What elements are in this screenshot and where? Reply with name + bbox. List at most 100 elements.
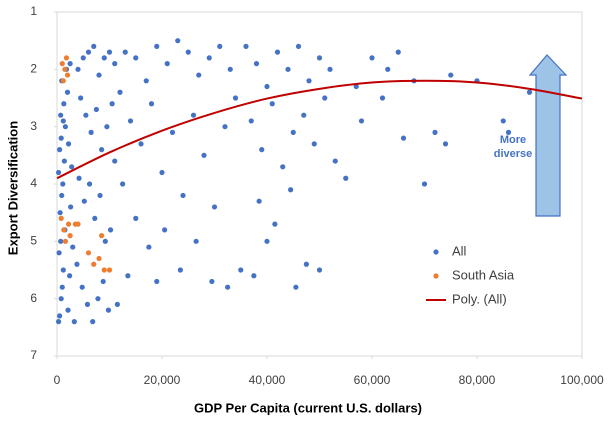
x-tick-label: 60,000 [354, 373, 391, 387]
point [80, 55, 86, 61]
point [154, 278, 160, 285]
point [99, 233, 105, 239]
y-axis-title: Export Diversification [5, 121, 20, 255]
point [61, 227, 67, 233]
point [81, 198, 87, 204]
point [75, 66, 81, 72]
point [120, 181, 126, 187]
point [175, 38, 181, 44]
point [272, 221, 278, 227]
point [253, 61, 260, 67]
point [133, 55, 139, 61]
point [185, 49, 191, 55]
point [400, 135, 407, 141]
y-tick-label: 2 [30, 62, 37, 76]
point [106, 49, 113, 55]
point [322, 95, 328, 101]
point [69, 164, 75, 170]
legend-label: All [452, 243, 467, 258]
point [164, 61, 170, 67]
point [68, 204, 74, 210]
point [303, 261, 309, 267]
x-tick-label: 20,000 [144, 373, 181, 387]
point [88, 129, 94, 135]
x-tick-label: 80,000 [459, 373, 496, 387]
point [146, 244, 152, 250]
point [74, 261, 80, 267]
y-tick-label: 7 [30, 348, 37, 362]
point [62, 238, 68, 244]
point [327, 66, 333, 72]
point [102, 238, 108, 244]
point [93, 106, 99, 113]
point [60, 118, 66, 124]
annotation: More diverse [494, 134, 533, 160]
point [159, 169, 165, 176]
point [85, 49, 92, 55]
point [274, 49, 281, 55]
point [67, 273, 73, 279]
point [196, 72, 202, 78]
point [269, 101, 275, 107]
point [180, 192, 186, 199]
annotation-line: diverse [494, 148, 533, 160]
point [222, 124, 228, 130]
point [101, 55, 107, 61]
point [100, 278, 106, 285]
legend-swatch [433, 249, 439, 255]
point [177, 267, 183, 273]
point [280, 164, 286, 170]
point [71, 319, 77, 325]
point [264, 83, 270, 90]
point [57, 210, 63, 216]
point [395, 49, 401, 55]
point [127, 118, 134, 124]
point [104, 124, 110, 130]
y-tick-label: 3 [30, 119, 37, 133]
point [162, 227, 168, 233]
point [211, 204, 218, 210]
plot-area [56, 11, 583, 357]
point [62, 66, 68, 72]
point [379, 95, 386, 101]
point [112, 158, 118, 164]
point [264, 238, 270, 244]
point [251, 273, 257, 279]
point [85, 250, 92, 256]
point [99, 147, 105, 153]
point [61, 158, 67, 164]
point [148, 101, 155, 107]
point [301, 112, 307, 118]
point [190, 112, 197, 118]
point [65, 307, 71, 313]
point [353, 83, 359, 90]
point [58, 112, 64, 118]
point [95, 296, 101, 302]
point [64, 72, 71, 78]
point [59, 284, 65, 290]
point [285, 66, 291, 72]
point [358, 118, 365, 124]
x-tick-label: 40,000 [249, 373, 286, 387]
point [107, 227, 114, 233]
point [64, 89, 71, 95]
point [84, 301, 91, 307]
y-tick-label: 6 [30, 291, 37, 305]
point [62, 124, 68, 130]
point [201, 152, 207, 158]
point [442, 141, 449, 147]
point [122, 49, 128, 55]
point [61, 101, 67, 107]
legend-label: South Asia [452, 267, 515, 282]
point [55, 319, 62, 325]
point [57, 147, 63, 153]
point [500, 118, 506, 124]
point [70, 244, 76, 250]
point [59, 61, 65, 67]
point [143, 78, 149, 84]
y-tick-label: 1 [30, 4, 37, 18]
point [75, 221, 81, 227]
point [243, 43, 249, 50]
point [65, 141, 72, 147]
point [109, 101, 115, 107]
